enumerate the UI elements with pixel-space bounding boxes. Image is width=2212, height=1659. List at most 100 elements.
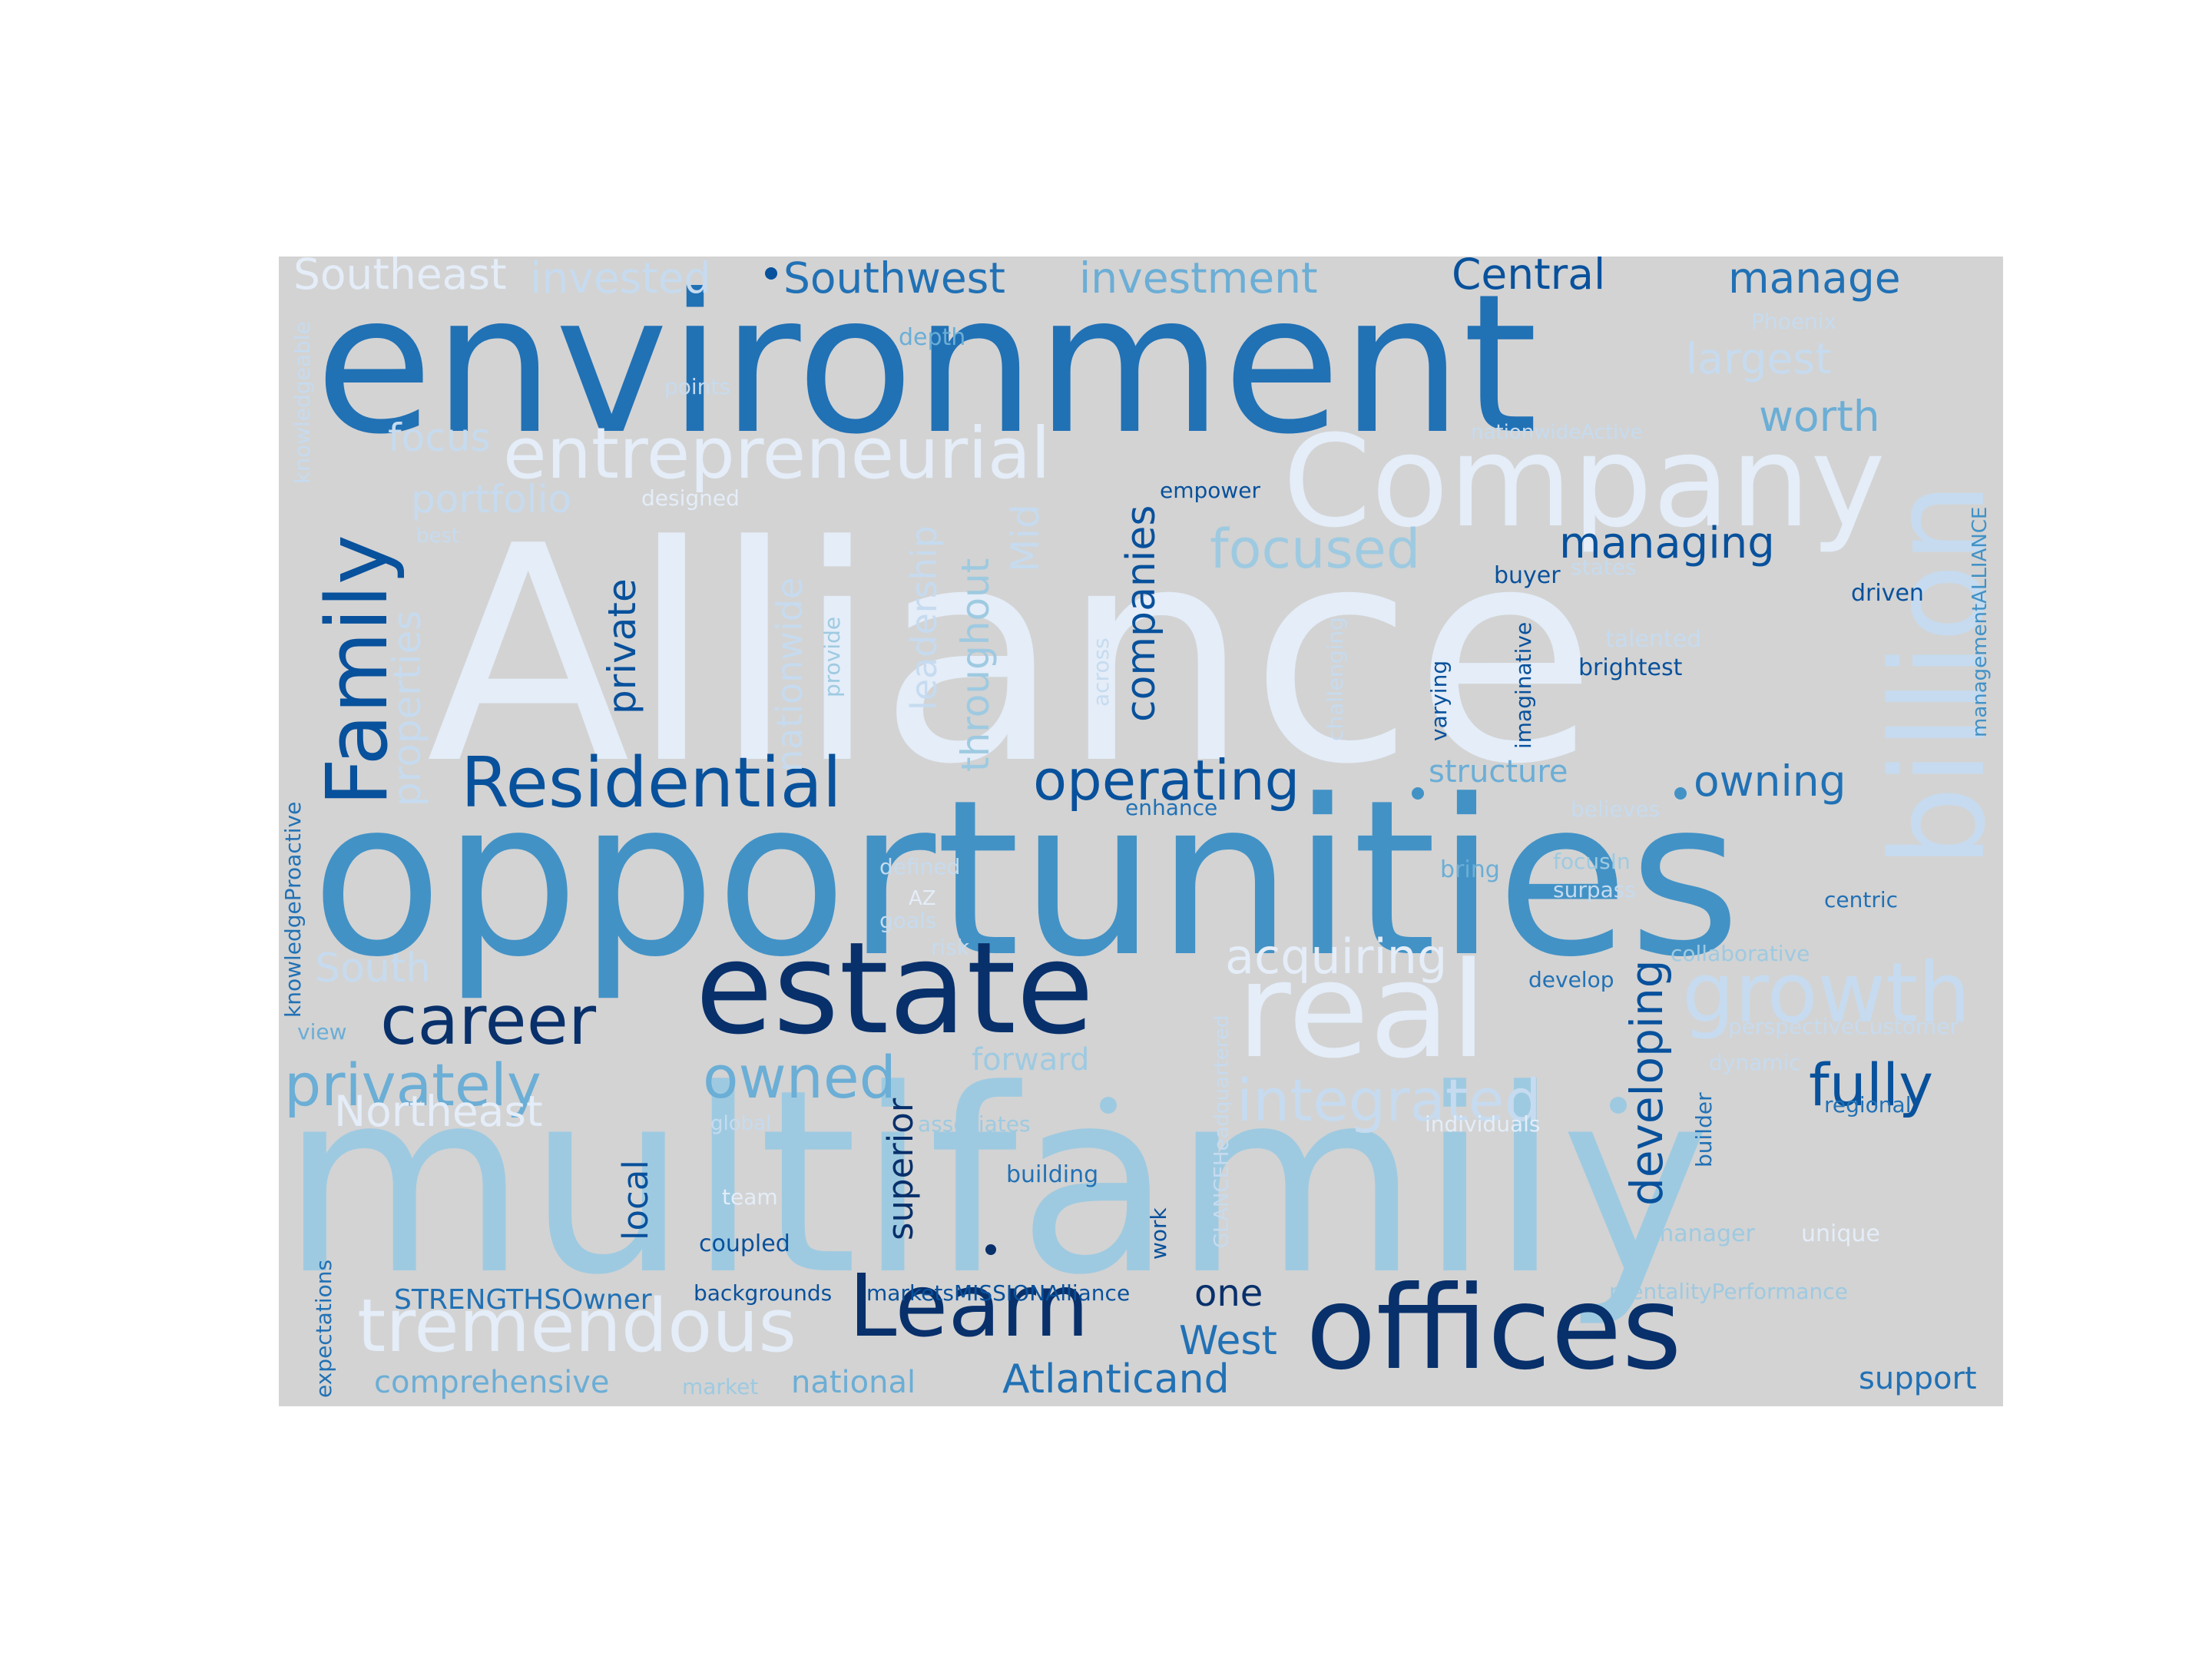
- word-estate: estate: [695, 915, 1094, 1062]
- word-glanceheadquartered: GLANCEHeadquartered: [1210, 1015, 1233, 1248]
- dot-mark: [1610, 1097, 1627, 1114]
- word-team: team: [722, 1184, 778, 1210]
- word-knowledgeproactive: knowledgeProactive: [280, 801, 306, 1018]
- word-opportunities: opportunities: [311, 754, 1741, 1005]
- dot-mark: [985, 1244, 996, 1255]
- word-comprehensive: comprehensive: [374, 1365, 610, 1400]
- word-building: building: [1006, 1161, 1099, 1188]
- word-brightest: brightest: [1578, 654, 1683, 681]
- word-talented: talented: [1605, 626, 1702, 653]
- word-investment: investment: [1079, 257, 1318, 303]
- word-career: career: [380, 981, 597, 1060]
- word-one: one: [1194, 1272, 1263, 1315]
- word-managing: managing: [1559, 518, 1775, 568]
- word-knowledgeable: knowledgeable: [290, 321, 315, 484]
- word-multifamily: multifamily: [280, 1035, 1710, 1330]
- dot-mark: [765, 267, 777, 280]
- word-backgrounds: backgrounds: [694, 1280, 833, 1306]
- word-company: Company: [1283, 408, 1886, 555]
- word-designed: designed: [641, 485, 740, 511]
- word-market: market: [682, 1374, 759, 1399]
- word-work: work: [1146, 1207, 1171, 1260]
- word-southwest: Southwest: [783, 257, 1005, 303]
- word-centric: centric: [1824, 887, 1899, 912]
- word-portfolio: portfolio: [411, 477, 572, 522]
- word-driven: driven: [1851, 580, 1924, 607]
- word-owning: owning: [1694, 757, 1846, 806]
- word-environment: environment: [315, 257, 1538, 476]
- dot-mark: [1674, 787, 1687, 800]
- word-develop: develop: [1528, 967, 1614, 992]
- word-acquiring: acquiring: [1225, 929, 1448, 985]
- word-support: support: [1859, 1361, 1977, 1396]
- word-nationwide: nationwide: [769, 577, 810, 772]
- word-individuals: individuals: [1425, 1111, 1541, 1137]
- word-residential: Residential: [461, 743, 842, 823]
- word-states: states: [1571, 555, 1637, 580]
- word-bring: bring: [1440, 856, 1500, 883]
- word-mentalityperformance: mentalityPerformance: [1609, 1279, 1848, 1304]
- word-challenging: challenging: [1323, 617, 1348, 741]
- word-imaginative: imaginative: [1511, 621, 1536, 749]
- word-regional: regional: [1824, 1092, 1912, 1118]
- word-expectations: expectations: [311, 1259, 336, 1398]
- word-largest: largest: [1686, 334, 1832, 383]
- word-defined: defined: [879, 854, 961, 879]
- word-privately: privately: [284, 1051, 541, 1119]
- word-across: across: [1088, 637, 1114, 707]
- word-perspectivecustomer: perspectiveCustomer: [1728, 1014, 1959, 1039]
- word-west: West: [1179, 1318, 1277, 1364]
- word-focusin: focusIn: [1553, 849, 1631, 874]
- word-alliance: Alliance: [426, 482, 1598, 830]
- word-growth: growth: [1682, 945, 1971, 1041]
- word-manage: manage: [1728, 257, 1901, 303]
- word-marketsmissionalliance: marketsMISSIONAlliance: [866, 1280, 1131, 1306]
- word-risk: risk: [931, 935, 970, 960]
- word-view: view: [297, 1019, 347, 1045]
- word-local: local: [615, 1160, 656, 1240]
- word-leadership: leadership: [903, 525, 945, 710]
- word-fully: fully: [1809, 1051, 1934, 1119]
- word-private: private: [600, 578, 644, 714]
- word-enhance: enhance: [1125, 795, 1218, 820]
- word-empower: empower: [1160, 478, 1261, 503]
- word-throughout: throughout: [953, 558, 998, 772]
- word-focused: focused: [1210, 518, 1421, 581]
- word-northeast: Northeast: [334, 1087, 543, 1136]
- word-worth: worth: [1759, 392, 1880, 441]
- word-focus: focus: [388, 416, 491, 460]
- word-south: South: [315, 945, 432, 992]
- word-forward: forward: [972, 1042, 1090, 1078]
- word-varying: varying: [1426, 660, 1452, 741]
- word-developing: developing: [1621, 959, 1673, 1206]
- word-managementalliance: managementALLIANCE: [1969, 506, 1992, 737]
- word-entrepreneurial: entrepreneurial: [503, 412, 1051, 495]
- word-best: best: [416, 525, 460, 548]
- dot-mark: [1100, 1097, 1117, 1114]
- word-atlanticand: Atlanticand: [1002, 1356, 1230, 1402]
- word-owned: owned: [703, 1043, 896, 1111]
- word-builder: builder: [1691, 1092, 1717, 1167]
- word-tremendous: tremendous: [357, 1284, 796, 1369]
- word-collaborative: collaborative: [1671, 941, 1810, 966]
- word-manager: manager: [1651, 1220, 1755, 1247]
- word-properties: properties: [385, 610, 429, 806]
- word-offices: offices: [1306, 1262, 1682, 1396]
- word-mid: Mid: [1003, 504, 1048, 572]
- word-central: Central: [1452, 257, 1606, 299]
- word-dynamic: dynamic: [1709, 1050, 1801, 1075]
- word-superior: superior: [880, 1098, 921, 1240]
- word-strengthsowner: STRENGTHSOwner: [394, 1284, 652, 1316]
- word-associates: associates: [918, 1111, 1031, 1137]
- word-national: national: [791, 1365, 916, 1400]
- word-provide: provide: [820, 616, 845, 697]
- word-phoenix: Phoenix: [1751, 309, 1837, 334]
- word-believes: believes: [1571, 796, 1661, 822]
- word-cloud: Alliance multifamily opportunities environm…: [279, 257, 2003, 1406]
- dot-mark: [1412, 787, 1424, 800]
- word-invested: invested: [530, 257, 711, 303]
- word-structure: structure: [1429, 754, 1568, 790]
- word-coupled: coupled: [699, 1230, 790, 1257]
- word-companies: companies: [1118, 505, 1164, 722]
- word-integrated: integrated: [1237, 1066, 1541, 1134]
